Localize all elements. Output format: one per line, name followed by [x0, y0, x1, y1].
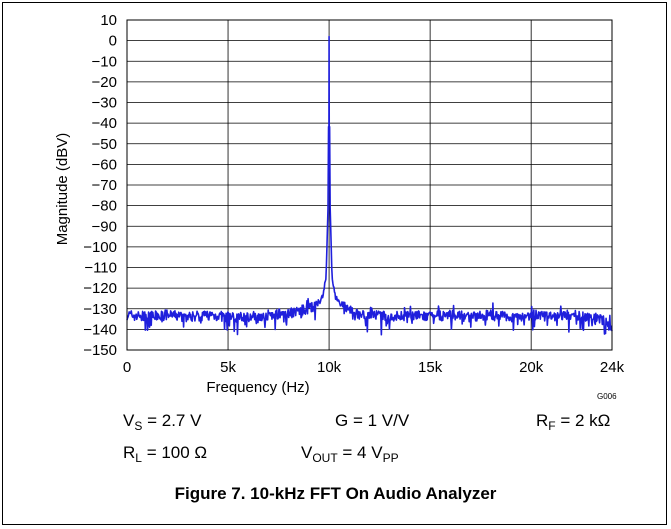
figure-frame: [2, 2, 667, 525]
x-tick-label: 15k: [418, 359, 443, 376]
y-tick-label: 10: [100, 12, 117, 29]
x-tick-label: 0: [123, 359, 131, 376]
fft-chart: 10 0 −10 −20 −30 −40 −50 −60 −70 −80 −90 −100 −110 −1…: [54, 12, 625, 396]
y-tick-label: −80: [92, 198, 117, 215]
y-tick-label: −10: [92, 53, 117, 70]
x-tick-label: 20k: [519, 359, 544, 376]
plot-area: [126, 19, 613, 351]
series-group: [126, 35, 613, 336]
y-tick-label: −50: [92, 136, 117, 153]
x-tick-label: 10k: [317, 359, 342, 376]
x-axis-label: Frequency (Hz): [206, 379, 309, 396]
y-tick-labels: 10 0 −10 −20 −30 −40 −50 −60 −70 −80 −90 −100 −110 −1…: [83, 12, 117, 359]
condition-rf: RF = 2 kΩ: [536, 411, 611, 433]
y-tick-label: −130: [83, 301, 117, 318]
y-tick-label: −30: [92, 95, 117, 112]
condition-rl: RL = 100 Ω: [123, 443, 208, 465]
figure-code: G006: [597, 392, 617, 401]
x-tick-labels: 0 5k 10k 15k 20k 24k: [123, 359, 625, 376]
figure-caption: Figure 7. 10-kHz FFT On Audio Analyzer: [174, 484, 497, 503]
y-tick-label: −60: [92, 156, 117, 173]
condition-g: G = 1 V/V: [335, 411, 410, 430]
condition-vout: VOUT = 4 VPP: [301, 443, 399, 465]
grid: [126, 19, 613, 351]
y-tick-label: −110: [84, 260, 117, 277]
y-tick-label: −100: [83, 239, 117, 256]
y-tick-label: −140: [83, 321, 117, 338]
x-tick-label: 5k: [220, 359, 236, 376]
y-axis-label: Magnitude (dBV): [54, 133, 71, 246]
condition-vs: VS = 2.7 V: [123, 411, 202, 433]
y-tick-label: −90: [92, 218, 117, 235]
y-tick-label: 0: [109, 33, 117, 50]
y-tick-label: −150: [83, 342, 117, 359]
y-tick-label: −20: [92, 74, 117, 91]
y-tick-label: −40: [92, 115, 117, 132]
y-tick-label: −70: [92, 177, 117, 194]
y-tick-label: −120: [83, 280, 117, 297]
x-tick-label: 24k: [600, 359, 625, 376]
series-line-0: [126, 35, 613, 336]
